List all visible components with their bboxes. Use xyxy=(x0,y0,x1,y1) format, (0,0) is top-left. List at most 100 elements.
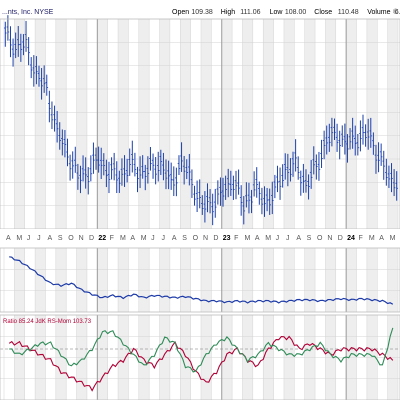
x-month-label: J xyxy=(286,235,290,242)
grid-band xyxy=(366,19,378,229)
grid-band xyxy=(76,248,87,312)
x-month-label: F xyxy=(359,235,363,242)
x-month-label: A xyxy=(379,235,384,242)
grid-band xyxy=(366,248,378,312)
ratio-series xyxy=(9,256,394,305)
grid-band xyxy=(138,248,150,312)
x-month-label: D xyxy=(213,235,218,242)
grid-band xyxy=(14,19,25,229)
quote-high-value: 111.06 xyxy=(240,9,260,16)
quote-low-label: Low xyxy=(270,9,284,16)
price-bar-series xyxy=(3,15,399,226)
x-month-label: F xyxy=(110,235,114,242)
grid-band xyxy=(201,248,212,312)
grid-band xyxy=(325,248,336,312)
x-month-label: J xyxy=(162,235,166,242)
grid-band xyxy=(201,19,212,229)
grid-band xyxy=(97,19,108,229)
x-month-label: D xyxy=(338,235,343,242)
x-month-label: J xyxy=(37,235,41,242)
grid-band xyxy=(304,19,316,229)
quote-close-value: 110.48 xyxy=(338,9,359,16)
x-month-label: S xyxy=(58,235,63,242)
grid-band xyxy=(221,248,233,312)
grid-band xyxy=(263,19,274,229)
x-month-label: A xyxy=(255,235,260,242)
x-year-label: 24 xyxy=(347,235,355,242)
x-month-label: M xyxy=(369,235,375,242)
price-grid-bands xyxy=(14,19,398,229)
relative-ratio-panel xyxy=(0,247,400,313)
chart-title: ...nts, Inc. NYSE xyxy=(2,9,54,16)
x-month-label: J xyxy=(27,235,31,242)
x-axis-background xyxy=(0,229,400,248)
grid-band xyxy=(118,248,129,312)
x-month-label: A xyxy=(47,235,52,242)
grid-band xyxy=(159,248,170,312)
x-month-label: N xyxy=(79,235,84,242)
grid-band xyxy=(242,248,253,312)
x-month-label: S xyxy=(307,235,312,242)
grid-band xyxy=(55,19,67,229)
rs-legend-text: Ratio 85.24 JdK RS-Mom 103.73 xyxy=(3,319,92,325)
rs-momentum-panel: Ratio 85.24 JdK RS-Mom 103.73 xyxy=(0,314,400,400)
ratio-gridlines xyxy=(0,248,400,312)
grid-band xyxy=(180,19,191,229)
x-month-label: O xyxy=(317,235,323,242)
grid-band xyxy=(97,248,108,312)
grid-band xyxy=(325,19,336,229)
copyright-mark: © xyxy=(393,8,399,16)
ratio-grid-bands xyxy=(14,248,398,312)
rs-momentum-line xyxy=(9,327,394,373)
x-month-label: J xyxy=(151,235,155,242)
grid-band xyxy=(76,19,87,229)
quote-volume-value: 6.1M xyxy=(395,9,400,16)
grid-band xyxy=(263,248,274,312)
x-month-label: J xyxy=(276,235,280,242)
x-month-label: M xyxy=(120,235,126,242)
ratio-panel-frame xyxy=(0,247,400,313)
x-year-label: 23 xyxy=(223,235,231,242)
price-panel xyxy=(0,15,400,230)
quote-close-label: Close xyxy=(314,9,332,16)
quote-readout: Open 109.38 High 111.06 Low 108.00 Close 110.48… xyxy=(172,9,400,16)
price-gridlines xyxy=(0,19,400,229)
grid-band xyxy=(283,19,295,229)
quote-open-value: 109.38 xyxy=(191,9,213,16)
grid-band xyxy=(242,19,253,229)
x-year-label: 22 xyxy=(98,235,106,242)
x-month-label: M xyxy=(141,235,147,242)
grid-band xyxy=(35,248,46,312)
grid-band xyxy=(221,19,233,229)
grid-band xyxy=(387,248,398,312)
quote-low-value: 108.00 xyxy=(285,9,307,16)
grid-band xyxy=(159,19,170,229)
x-month-label: F xyxy=(234,235,238,242)
relative-ratio-line xyxy=(9,256,394,305)
x-month-label: N xyxy=(327,235,332,242)
rs-series xyxy=(0,327,400,392)
x-month-label: D xyxy=(89,235,94,242)
quote-high-label: High xyxy=(221,9,236,16)
x-month-label: A xyxy=(130,235,135,242)
grid-band xyxy=(180,248,191,312)
grid-band xyxy=(346,19,357,229)
grid-band xyxy=(283,248,295,312)
grid-band xyxy=(346,248,357,312)
x-axis: A M J J A S O N D 22 F M A M J J A S O N D 23 F M A M J J A S O N D 24 F M A… xyxy=(0,229,400,248)
x-month-label: S xyxy=(182,235,187,242)
x-month-label: M xyxy=(390,235,396,242)
grid-band xyxy=(387,19,398,229)
x-month-label: A xyxy=(172,235,177,242)
x-month-label: M xyxy=(16,235,22,242)
grid-band xyxy=(55,248,67,312)
grid-band xyxy=(118,19,129,229)
grid-band xyxy=(14,248,25,312)
x-month-label: M xyxy=(244,235,250,242)
x-month-label: M xyxy=(265,235,271,242)
x-month-label: A xyxy=(6,235,11,242)
grid-band xyxy=(138,19,150,229)
quote-volume-label: Volume xyxy=(367,9,390,16)
x-month-label: O xyxy=(193,235,199,242)
